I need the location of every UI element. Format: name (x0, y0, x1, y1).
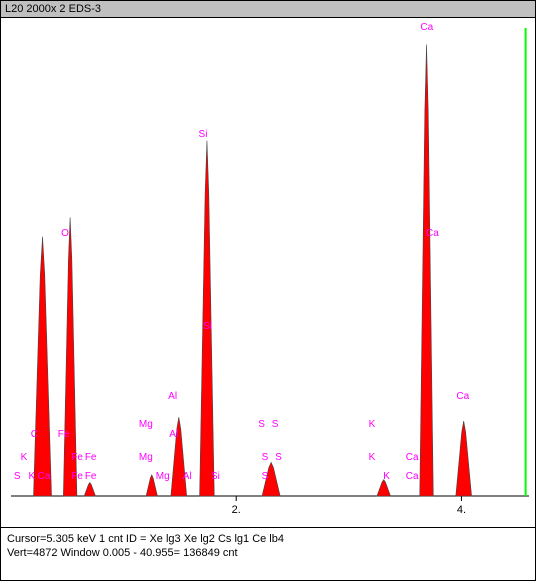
window: L20 2000x 2 EDS-3 2.4. OSiCaCaCaAlAlMgMg… (0, 0, 536, 581)
peak-label: Fe (58, 430, 70, 440)
peak-label: Ca (406, 453, 419, 463)
peak-label: Fe (85, 453, 97, 463)
svg-text:2.: 2. (232, 504, 241, 516)
peak-label: S (258, 420, 265, 430)
peak-label: S (14, 472, 21, 482)
peak-label: Fe (85, 472, 97, 482)
spectrum-plot: 2.4. OSiCaCaCaAlAlMgMgSiSiAlMgCKSKCaFeFe… (1, 18, 535, 528)
peak-label: S (275, 453, 282, 463)
peak-label: K (369, 453, 376, 463)
peak-label: Ca (38, 472, 51, 482)
peak-label: K (21, 453, 28, 463)
peak-label: K (29, 472, 36, 482)
peak-label: Al (168, 392, 177, 402)
peak-label: S (262, 453, 269, 463)
info-line-2: Vert=4872 Window 0.005 - 40.955= 136849 … (7, 546, 529, 560)
peak-label: C (31, 430, 38, 440)
peak-label: Mg (139, 420, 153, 430)
peak-label: K (383, 472, 390, 482)
title-bar: L20 2000x 2 EDS-3 (1, 1, 535, 18)
peak-label: S (262, 472, 269, 482)
peak-label: Si (203, 322, 212, 332)
peak-label: Fe (71, 453, 83, 463)
peak-label: Ca (456, 392, 469, 402)
peak-label: O (61, 229, 69, 239)
svg-text:4.: 4. (457, 504, 466, 516)
peak-label: K (369, 420, 376, 430)
peak-label: Al (169, 430, 178, 440)
peak-label: Mg (156, 472, 170, 482)
peak-label: Si (211, 472, 220, 482)
peak-label: S (272, 420, 279, 430)
peak-label: Ca (426, 229, 439, 239)
info-bar: Cursor=5.305 keV 1 cnt ID = Xe lg3 Xe lg… (1, 527, 535, 580)
peak-label: Al (183, 472, 192, 482)
peak-label: Ca (406, 472, 419, 482)
peak-label: Mg (139, 453, 153, 463)
peak-label: Fe (71, 472, 83, 482)
peak-label: Si (199, 130, 208, 140)
info-line-1: Cursor=5.305 keV 1 cnt ID = Xe lg3 Xe lg… (7, 532, 529, 546)
peak-label: Ca (420, 23, 433, 33)
title-text: L20 2000x 2 EDS-3 (5, 3, 101, 15)
